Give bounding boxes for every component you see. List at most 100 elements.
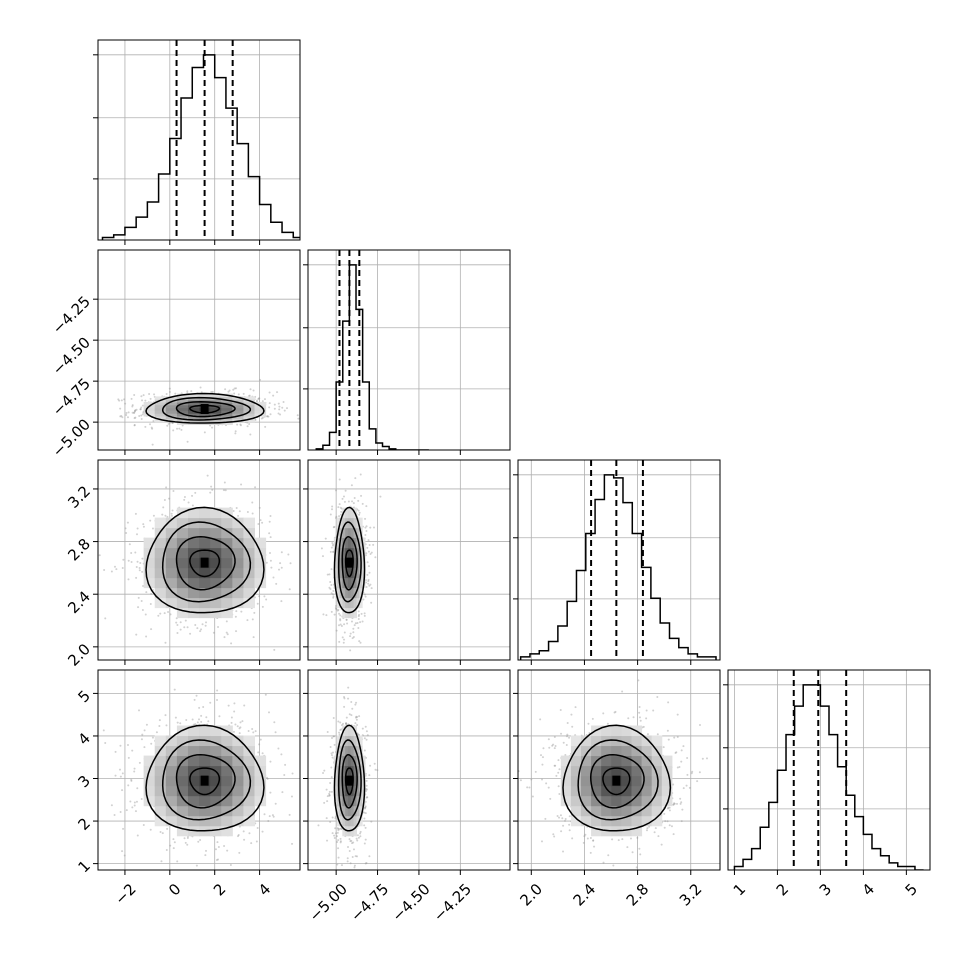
density-cell [221, 537, 233, 549]
density-cell [210, 805, 222, 817]
scatter-point [217, 846, 220, 849]
density-cell [210, 607, 222, 619]
scatter-point [143, 746, 146, 749]
panel-2-1 [303, 459, 511, 665]
y-tick-label-3: 1 [75, 857, 94, 876]
scatter-point [168, 497, 171, 500]
density-cell [359, 517, 363, 529]
scatter-point [291, 842, 294, 845]
scatter-point [365, 505, 368, 508]
density-cell [254, 775, 267, 787]
density-cell [232, 557, 244, 569]
scatter-point [223, 845, 226, 848]
density-cell [353, 547, 357, 559]
scatter-point [328, 573, 331, 576]
density-cell [221, 735, 233, 747]
density-cell [353, 557, 357, 569]
scatter-point [166, 424, 169, 427]
density-cell [199, 587, 211, 599]
scatter-point [140, 395, 143, 398]
scatter-point [209, 491, 212, 494]
scatter-point [332, 543, 335, 546]
scatter-point [345, 618, 348, 621]
density-cell [347, 507, 352, 519]
scatter-point [236, 423, 239, 426]
scatter-point [258, 743, 261, 746]
scatter-point [261, 521, 264, 524]
density-cell [336, 547, 340, 559]
scatter-point [142, 525, 145, 528]
scatter-point [121, 567, 124, 570]
density-cell [176, 597, 189, 609]
scatter-point [139, 408, 142, 411]
scatter-point [115, 568, 118, 571]
density-cell [165, 407, 178, 411]
scatter-point [354, 477, 357, 480]
density-cell [143, 407, 156, 411]
panel-3-1: −5.00−4.75−4.50−4.25 [303, 669, 511, 925]
scatter-point [171, 509, 174, 512]
scatter-point [340, 513, 343, 516]
scatter-point [171, 422, 174, 425]
contour-line [333, 506, 366, 614]
scatter-point [355, 715, 358, 718]
contour-line [341, 536, 358, 591]
density-cell [199, 416, 211, 420]
scatter-point [191, 875, 193, 877]
scatter-point [269, 791, 272, 794]
density-cell [176, 557, 189, 569]
density-cell [176, 418, 189, 423]
scatter-point [288, 813, 291, 816]
scatter-point [269, 413, 272, 416]
scatter-point [140, 600, 143, 603]
scatter-point [353, 624, 356, 627]
density-cell [199, 597, 211, 609]
scatter-point [259, 378, 262, 381]
scatter-point [361, 502, 364, 505]
density-cell [350, 607, 355, 619]
density-cell [165, 557, 178, 569]
scatter-point [254, 730, 257, 733]
scatter-point [176, 427, 179, 430]
scatter-point [232, 730, 235, 733]
scatter-point [257, 522, 260, 525]
scatter-point [204, 849, 207, 852]
scatter-point [267, 819, 270, 822]
scatter-point [331, 505, 334, 508]
density-cell [154, 402, 167, 406]
scatter-point [239, 726, 242, 729]
scatter-point [130, 778, 133, 781]
scatter-point [360, 494, 363, 497]
scatter-point [349, 635, 352, 638]
scatter-point [234, 615, 237, 618]
density-cell [210, 597, 222, 609]
scatter-point [261, 752, 264, 755]
scatter-point [128, 543, 131, 546]
scatter-point [127, 578, 130, 581]
density-cell [342, 557, 346, 569]
density-cell [221, 587, 233, 599]
scatter-point [332, 526, 335, 529]
scatter-point [353, 866, 356, 869]
scatter-point [277, 402, 280, 405]
scatter-point [373, 762, 376, 765]
scatter-point [356, 834, 359, 837]
scatter-point [345, 618, 348, 621]
scatter-point [359, 473, 362, 476]
scatter-point [199, 630, 202, 633]
density-cell [333, 567, 338, 579]
scatter-point [287, 553, 290, 556]
scatter-point [138, 569, 141, 572]
density-cell [199, 745, 211, 757]
panel-frame [97, 669, 301, 871]
scatter-point [229, 863, 232, 866]
scatter-point [347, 500, 350, 503]
scatter-point [191, 494, 194, 497]
scatter-point [166, 827, 169, 830]
scatter-point [347, 697, 350, 700]
scatter-point [374, 556, 377, 559]
scatter-point [330, 568, 333, 571]
density-cell [210, 407, 222, 411]
density-peak [200, 775, 209, 786]
scatter-point [336, 827, 339, 830]
